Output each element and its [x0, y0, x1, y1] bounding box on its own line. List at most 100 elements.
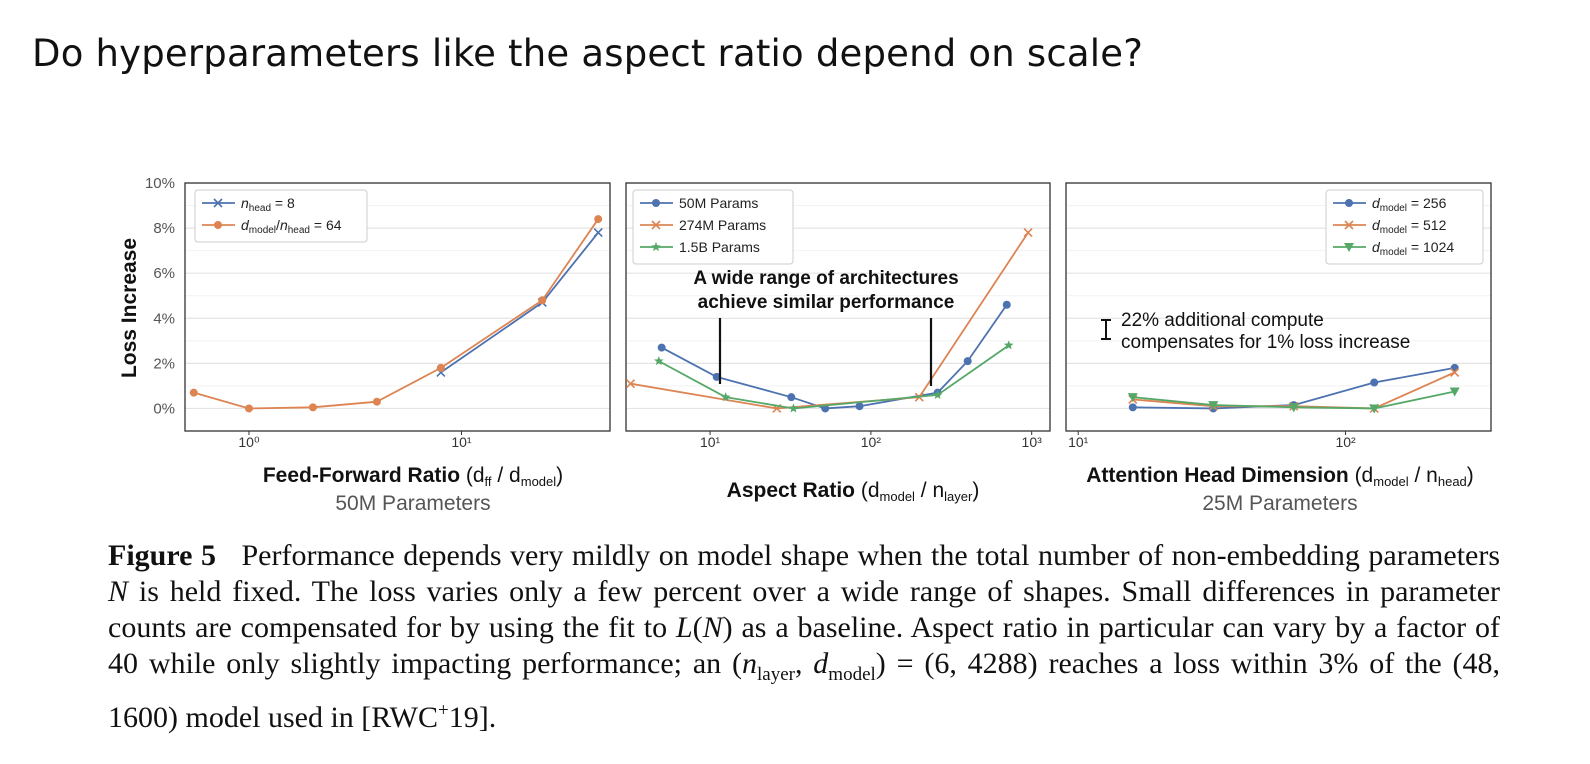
- legend-item: dmodel/nhead = 64: [202, 217, 342, 236]
- legend-label: nhead = 8: [241, 195, 295, 214]
- data-point: [1370, 378, 1379, 387]
- data-point: [594, 215, 603, 224]
- data-point: [720, 392, 731, 402]
- legend-label: 50M Params: [679, 195, 758, 211]
- panel3-errorbar-icon: [1101, 319, 1111, 340]
- data-point: [1002, 300, 1011, 309]
- data-point: [436, 363, 445, 372]
- x-tick-label: 10¹: [451, 434, 472, 450]
- x-tick-label: 10³: [1022, 434, 1043, 450]
- y-tick-label: 0%: [153, 400, 175, 417]
- series-line: [658, 344, 1010, 410]
- panel-3: 10¹ 10²: [1065, 182, 1492, 450]
- x-tick-label: 10²: [861, 434, 882, 450]
- data-point: [657, 343, 666, 352]
- y-tick-label: 8%: [153, 220, 175, 237]
- y-tick-label: 10%: [145, 175, 175, 192]
- data-point: [652, 199, 660, 207]
- y-tick-label: 6%: [153, 265, 175, 282]
- data-point: [1369, 404, 1380, 414]
- y-axis-label: Loss Increase: [118, 238, 141, 378]
- data-point: [214, 221, 222, 229]
- data-point: [538, 296, 547, 305]
- legend-item: 50M Params: [640, 195, 758, 211]
- panel3-annotation-line2: compensates for 1% loss increase: [1121, 332, 1410, 353]
- caption-text: Performance depends very mildly on model…: [108, 539, 1501, 734]
- legend-item: 274M Params: [640, 217, 766, 233]
- data-point: [1449, 387, 1460, 397]
- data-point: [308, 403, 317, 412]
- y-tick-label: 4%: [153, 310, 175, 327]
- legend-label: 274M Params: [679, 217, 766, 233]
- panel3-xlabel: Attention Head Dimension (dmodel / nhead…: [1086, 464, 1474, 489]
- legend-1: nhead = 8 dmodel/nhead = 64: [194, 189, 368, 243]
- legend-item: dmodel = 1024: [1333, 239, 1454, 258]
- data-point: [244, 404, 253, 413]
- legend-label: 1.5B Params: [679, 239, 760, 255]
- panel2-xlabel: Aspect Ratio (dmodel / nlayer): [727, 479, 980, 504]
- series-1-2: [189, 215, 603, 413]
- legend-box: [632, 189, 794, 265]
- panel-frame: [625, 182, 1051, 432]
- legend-item: 1.5B Params: [640, 239, 760, 255]
- data-point: [1288, 403, 1299, 413]
- legend-label: dmodel = 256: [1372, 195, 1447, 214]
- data-point: [1208, 401, 1219, 411]
- data-point: [1344, 220, 1354, 230]
- panel1-subtitle: 50M Parameters: [335, 492, 490, 515]
- panel1-xlabel: Feed-Forward Ratio (dff / dmodel): [263, 464, 563, 489]
- series-line: [661, 304, 1008, 410]
- caption-label: Figure 5: [108, 539, 216, 572]
- legend-label: dmodel/nhead = 64: [241, 217, 342, 236]
- data-point: [1450, 367, 1460, 377]
- data-point: [1344, 243, 1354, 252]
- data-point: [189, 388, 198, 397]
- data-point: [213, 198, 223, 208]
- x-tick-label: 10⁰: [238, 434, 260, 450]
- legend-box: [194, 189, 368, 243]
- data-point: [787, 393, 796, 402]
- panel-frame: [184, 182, 611, 432]
- data-point: [625, 379, 636, 389]
- data-point: [372, 397, 381, 406]
- panel-1: 10⁰ 10¹ 0% 2% 4% 6% 8% 10%: [145, 175, 611, 450]
- data-point: [1345, 199, 1353, 207]
- x-tick-label: 10¹: [1068, 434, 1089, 450]
- panel-frame: [1065, 182, 1492, 432]
- legend-item: dmodel = 256: [1333, 195, 1447, 214]
- x-tick-label: 10¹: [700, 434, 721, 450]
- data-point: [788, 403, 799, 413]
- slide-title: Do hyperparameters like the aspect ratio…: [32, 32, 1144, 75]
- data-point: [855, 402, 864, 411]
- panel3-annotation-line1: 22% additional compute: [1121, 310, 1324, 331]
- data-point: [651, 220, 661, 230]
- data-point: [1127, 393, 1138, 403]
- panel2-annotation-line2: achieve similar performance: [698, 292, 955, 313]
- data-point: [963, 357, 972, 366]
- y-tick-label: 2%: [153, 355, 175, 372]
- panel-2: 10¹ 10² 10³: [625, 182, 1051, 450]
- series-3-3: [1127, 387, 1460, 414]
- legend-3: dmodel = 256 dmodel = 512 dmodel = 1024: [1325, 189, 1484, 265]
- series-line: [193, 218, 599, 410]
- data-point: [712, 372, 721, 381]
- legend-box: [1325, 189, 1484, 265]
- data-point: [651, 242, 661, 252]
- data-point: [1128, 403, 1137, 412]
- data-point: [593, 228, 603, 238]
- figure-caption: Figure 5 Performance depends very mildly…: [108, 538, 1500, 736]
- data-point: [1023, 228, 1033, 238]
- legend-2: 50M Params 274M Params 1.5B Params: [632, 189, 794, 265]
- series-2-1: [657, 300, 1011, 413]
- data-point: [654, 356, 664, 366]
- legend-label: dmodel = 512: [1372, 217, 1447, 236]
- data-point: [932, 389, 943, 399]
- legend-label: dmodel = 1024: [1372, 239, 1454, 258]
- panel2-annotation-line1: A wide range of architectures: [693, 268, 958, 289]
- legend-item: nhead = 8: [202, 195, 295, 214]
- x-tick-label: 10²: [1335, 434, 1356, 450]
- legend-item: dmodel = 512: [1333, 217, 1447, 236]
- panel3-subtitle: 25M Parameters: [1202, 492, 1357, 515]
- data-point: [1003, 340, 1014, 350]
